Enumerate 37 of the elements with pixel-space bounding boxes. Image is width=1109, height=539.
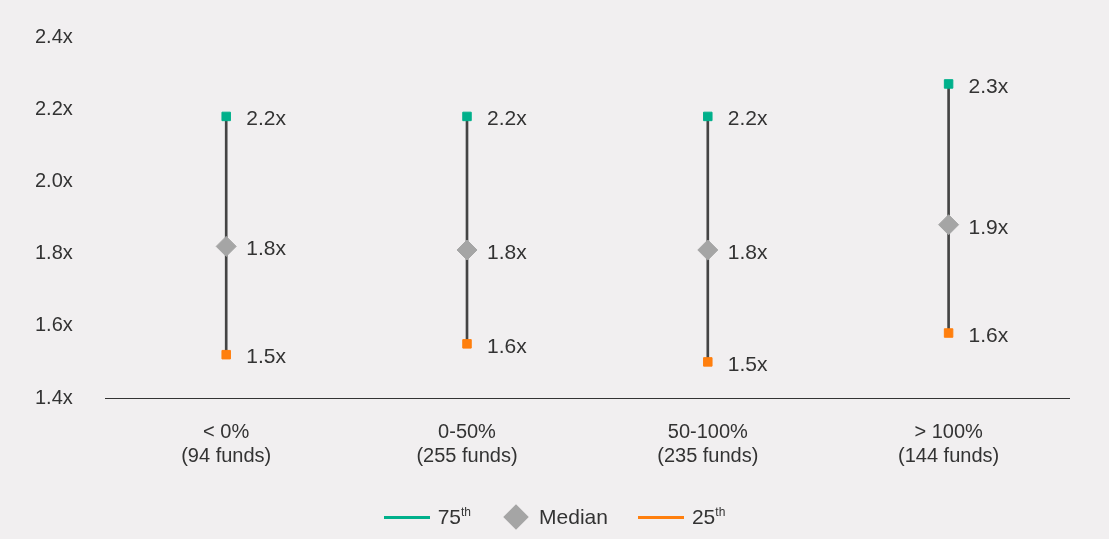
- point: [462, 111, 472, 122]
- legend-label: 25$^{th}$: [691, 505, 726, 529]
- point: [943, 328, 954, 338]
- data-label: 2.3x: [968, 73, 1009, 97]
- y-tick-label: 1.8x: [34, 241, 73, 264]
- point: [703, 357, 713, 367]
- point: [221, 111, 231, 122]
- legend-label: Median: [539, 505, 608, 529]
- point: [938, 214, 960, 236]
- y-tick-label: 2.2x: [34, 96, 73, 119]
- y-tick-label: 1.6x: [34, 313, 73, 336]
- point: [221, 349, 231, 360]
- x-tick-label: 0-50% (255 funds): [416, 419, 518, 466]
- data-label: 1.8x: [246, 236, 287, 260]
- x-tick-label: > 100% (144 funds): [898, 419, 1000, 466]
- data-label: 2.2x: [246, 106, 287, 130]
- legend-label: 75$^{th}$: [437, 505, 472, 529]
- data-label: 2.2x: [727, 106, 768, 130]
- y-tick-label: 1.4x: [34, 385, 73, 408]
- data-label: 1.6x: [487, 333, 528, 357]
- data-label: 1.9x: [968, 214, 1009, 238]
- data-label: 2.2x: [487, 106, 528, 130]
- point: [215, 235, 237, 257]
- point: [703, 111, 713, 122]
- y-tick-label: 2.0x: [34, 168, 73, 191]
- point: [456, 239, 478, 261]
- data-label: 1.5x: [727, 351, 768, 375]
- data-label: 1.5x: [246, 344, 287, 368]
- y-tick-label: 2.4x: [34, 24, 73, 47]
- x-tick-label: 50-100% (235 funds): [657, 419, 759, 466]
- point: [462, 339, 472, 349]
- data-label: 1.6x: [968, 322, 1009, 346]
- data-label: 1.8x: [487, 239, 528, 263]
- x-tick-label: < 0% (94 funds): [181, 419, 272, 466]
- data-label: 1.8x: [727, 239, 768, 263]
- point: [943, 79, 954, 89]
- point: [697, 239, 719, 261]
